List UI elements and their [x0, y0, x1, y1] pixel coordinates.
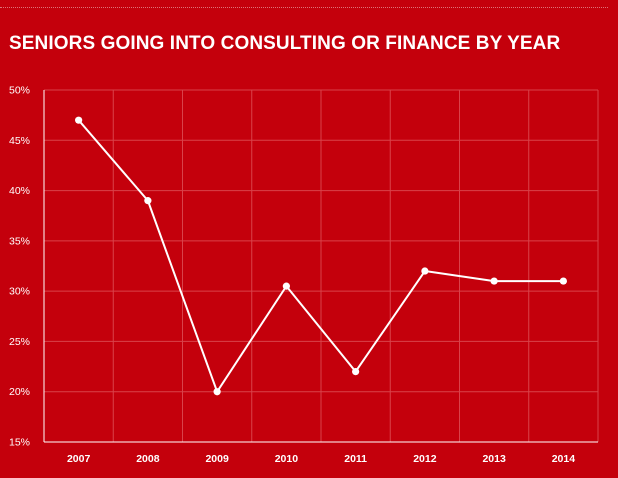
y-tick-label: 45%: [9, 135, 30, 147]
top-dotted-rule: [0, 7, 608, 8]
x-tick-labels: 2007 2008 2009 2010 2011 2012 2013 2014: [67, 453, 575, 465]
y-tick-label: 25%: [9, 336, 30, 348]
data-point: [559, 277, 567, 285]
x-tick-label: 2011: [344, 453, 367, 465]
x-tick-label: 2012: [413, 453, 437, 465]
axes: [43, 90, 598, 443]
x-tick-label: 2009: [205, 453, 229, 465]
data-point: [75, 116, 83, 124]
y-tick-label: 40%: [9, 185, 30, 197]
data-point: [213, 388, 221, 396]
y-tick-label: 35%: [9, 235, 30, 247]
data-point: [282, 282, 290, 290]
data-point: [144, 197, 152, 205]
y-tick-labels: 15% 20% 25% 30% 35% 40% 45% 50%: [9, 85, 30, 449]
x-tick-label: 2013: [482, 453, 506, 465]
data-point: [352, 368, 360, 376]
series-line: [77, 119, 564, 393]
y-tick-label: 20%: [9, 386, 30, 398]
x-tick-label: 2007: [67, 453, 91, 465]
grid-lines: [43, 89, 599, 443]
data-point: [490, 277, 498, 285]
chart-title: SENIORS GOING INTO CONSULTING OR FINANCE…: [9, 33, 561, 54]
y-tick-label: 50%: [9, 85, 30, 97]
y-tick-label: 30%: [9, 286, 30, 298]
series-group: [75, 116, 567, 396]
y-tick-label: 15%: [9, 437, 30, 449]
x-tick-label: 2008: [136, 453, 160, 465]
x-tick-label: 2010: [275, 453, 299, 465]
x-tick-label: 2014: [552, 453, 576, 465]
data-point: [421, 267, 429, 275]
